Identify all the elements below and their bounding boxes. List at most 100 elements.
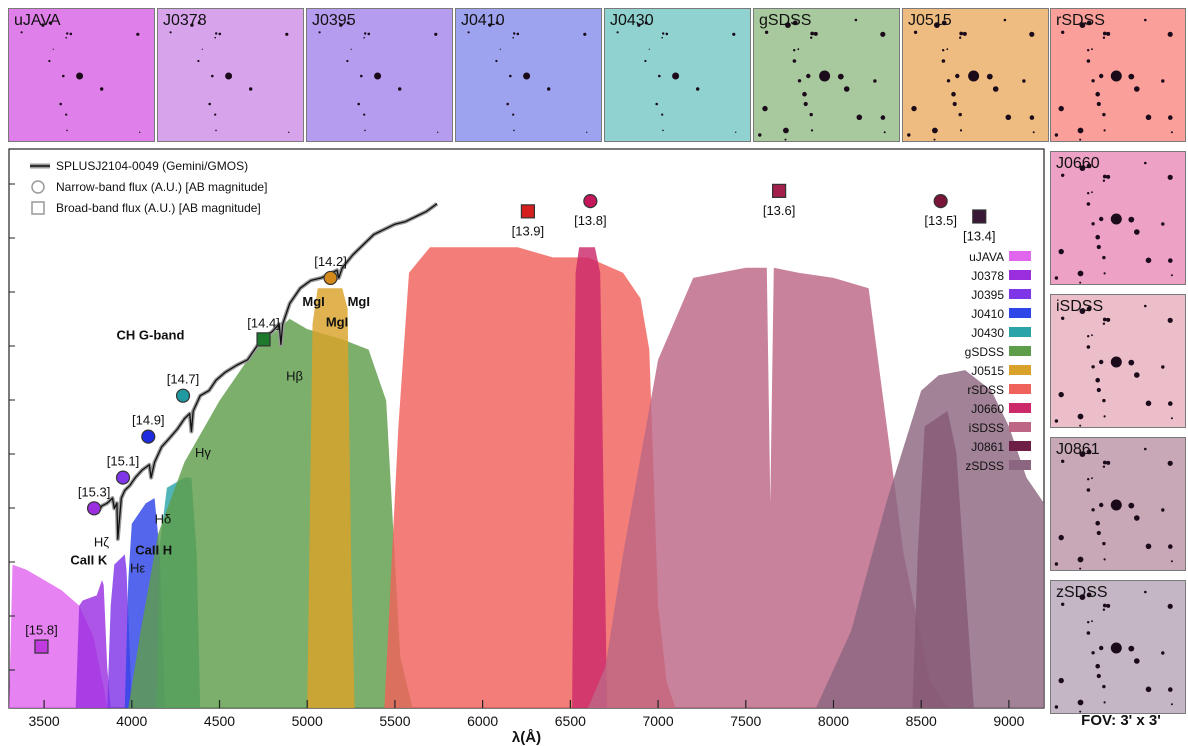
- photometry-point-zSDSS: [972, 209, 987, 224]
- magnitude-label-gSDSS: [14.4]: [247, 315, 280, 330]
- x-tick-label: 4000: [116, 713, 147, 729]
- star: [1061, 602, 1065, 606]
- star: [1103, 272, 1106, 275]
- star: [662, 32, 665, 35]
- magnitude-label-J0861: [13.5]: [924, 213, 957, 228]
- filter-curves: [9, 247, 1044, 708]
- star: [1077, 556, 1084, 563]
- star: [488, 23, 492, 27]
- star: [1168, 544, 1173, 549]
- x-tick-label: 7500: [730, 713, 761, 729]
- star: [1095, 91, 1100, 97]
- star: [1086, 449, 1092, 455]
- star: [586, 131, 588, 133]
- filter-legend-label-gSDSS: gSDSS: [965, 345, 1004, 359]
- star: [1134, 658, 1140, 664]
- star: [1170, 703, 1173, 706]
- star: [1054, 276, 1059, 280]
- filter-legend-swatch-J0395: [1009, 289, 1031, 299]
- line-label-9: MgI: [326, 315, 348, 330]
- star: [1134, 86, 1140, 92]
- star: [197, 59, 200, 63]
- filter-image-J0378: J0378: [157, 8, 304, 142]
- star: [873, 79, 877, 83]
- star: [1102, 541, 1106, 546]
- star: [1058, 105, 1064, 112]
- star: [1099, 216, 1104, 222]
- star: [732, 32, 736, 36]
- star: [792, 59, 797, 63]
- line-label-10: MgI: [348, 294, 370, 309]
- magnitude-label-J0378: [15.3]: [78, 484, 111, 499]
- filter-legend-swatch-J0515: [1009, 365, 1031, 375]
- star: [1086, 20, 1092, 26]
- x-tick-label: 5500: [379, 713, 410, 729]
- star-field: [616, 21, 737, 133]
- star: [1095, 377, 1100, 383]
- photometry-point-J0378: [86, 501, 102, 516]
- star: [1087, 335, 1090, 338]
- legend-icon-circle: [31, 180, 45, 194]
- star: [437, 131, 439, 133]
- star: [1091, 222, 1095, 226]
- filter-image-label: J0410: [461, 12, 505, 29]
- star: [1161, 508, 1165, 512]
- star: [1168, 401, 1173, 406]
- star: [959, 31, 964, 36]
- star: [169, 31, 172, 34]
- star: [136, 32, 140, 36]
- star: [1054, 562, 1059, 566]
- star: [1106, 460, 1111, 465]
- star: [1091, 508, 1095, 512]
- star: [1103, 129, 1106, 132]
- star: [1099, 359, 1104, 365]
- magnitude-label-J0410: [14.9]: [132, 413, 165, 428]
- star: [644, 59, 647, 63]
- star: [495, 21, 499, 25]
- line-label-7: CH G-band: [117, 327, 185, 342]
- star: [1058, 391, 1064, 398]
- star: [1161, 651, 1165, 655]
- target-star: [225, 72, 233, 80]
- star-field: [758, 18, 886, 141]
- star: [1145, 543, 1152, 550]
- filter-image-zSDSS: zSDSS: [1050, 580, 1186, 714]
- star: [648, 48, 650, 50]
- star: [360, 74, 363, 78]
- star: [1106, 174, 1111, 179]
- star: [139, 131, 141, 133]
- line-label-4: Hδ: [155, 512, 172, 527]
- star: [1087, 49, 1090, 52]
- x-axis-label: λ(Å): [512, 729, 541, 746]
- star: [696, 87, 700, 91]
- star: [1102, 608, 1106, 611]
- star: [1096, 101, 1101, 107]
- star: [907, 141, 910, 142]
- star: [1102, 460, 1107, 465]
- star: [499, 48, 501, 50]
- star: [1061, 316, 1065, 320]
- star: [932, 127, 938, 134]
- x-tick-label: 9000: [993, 713, 1024, 729]
- star: [1099, 502, 1104, 508]
- star: [201, 48, 203, 50]
- star: [363, 36, 365, 39]
- filter-image-rSDSS: rSDSS: [1050, 8, 1186, 142]
- star: [1102, 179, 1106, 182]
- star: [913, 30, 918, 34]
- filter-legend-swatch-J0410: [1009, 308, 1031, 318]
- star: [285, 32, 289, 36]
- photometry-point-rSDSS: [520, 204, 536, 219]
- target-star: [1110, 356, 1122, 368]
- star: [933, 138, 936, 141]
- star: [1079, 567, 1082, 570]
- star-field: [1054, 447, 1173, 570]
- star: [214, 113, 217, 116]
- star: [434, 32, 438, 36]
- star: [1102, 603, 1107, 608]
- star: [1128, 645, 1135, 652]
- star: [661, 36, 663, 39]
- star: [803, 101, 808, 107]
- star: [958, 112, 962, 117]
